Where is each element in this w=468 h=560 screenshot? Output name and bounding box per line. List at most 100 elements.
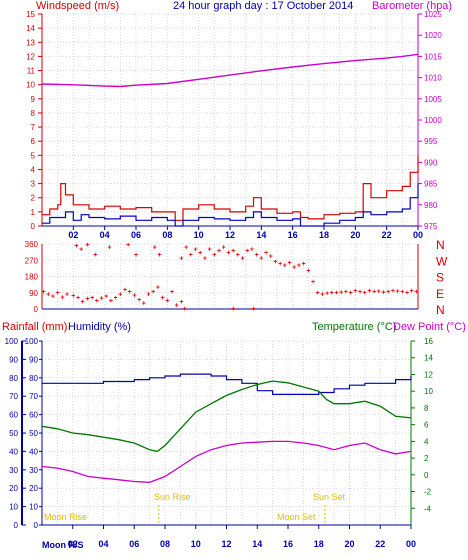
direction-point: + — [161, 295, 165, 302]
temperature-line — [41, 380, 412, 453]
rainfall-tick-label: 50 — [9, 429, 18, 438]
rainfall-tick-label: 70 — [9, 392, 18, 401]
direction-point: + — [107, 245, 111, 252]
direction-point: + — [157, 252, 161, 259]
humidity-tick-label: 100 — [25, 337, 39, 346]
x-tick-label: 12 — [221, 539, 231, 549]
x-tick-label: 18 — [319, 230, 329, 240]
humidity-tick-label: 30 — [29, 466, 38, 475]
y-tick-label-right: 1015 — [424, 52, 442, 61]
direction-point: + — [85, 242, 89, 249]
direction-point: + — [231, 248, 235, 255]
compass-letter: W — [436, 254, 448, 268]
y-tick-label-left: 4 — [31, 165, 36, 174]
humidity-tick-label: 60 — [29, 411, 38, 420]
humidity-tick-label: 80 — [29, 374, 38, 383]
direction-point: + — [405, 290, 409, 297]
direction-point: + — [76, 295, 80, 302]
temperature-tick-label: 6 — [424, 421, 429, 430]
temperature-tick-label: 10 — [424, 387, 433, 396]
dewpoint-line — [41, 440, 412, 483]
direction-tick-label: 0 — [34, 305, 39, 314]
y-tick-label-right: 1005 — [424, 95, 442, 104]
direction-point: + — [226, 250, 230, 257]
direction-point: + — [114, 295, 118, 302]
direction-point: + — [65, 292, 69, 299]
y-tick-label-left: 11 — [27, 67, 36, 76]
direction-point: + — [85, 296, 89, 303]
direction-point: + — [251, 306, 255, 313]
direction-point: + — [170, 289, 174, 296]
graph-title: 24 hour graph day : 17 October 2014 — [173, 0, 353, 12]
direction-point: + — [134, 252, 138, 259]
windspeed-axis-label: Windspeed (m/s) — [36, 0, 119, 12]
rainfall-tick-label: 60 — [9, 411, 18, 420]
barometer-line — [41, 53, 419, 88]
wind-gust-line — [42, 155, 419, 221]
rainfall-tick-label: 0 — [14, 521, 19, 530]
direction-point: + — [372, 289, 376, 296]
direction-point: + — [165, 298, 169, 305]
x-tick-label: 22 — [375, 539, 385, 549]
direction-point: + — [250, 246, 254, 253]
direction-point: + — [349, 290, 353, 297]
y-tick-label-left: 14 — [26, 24, 35, 33]
temperature-tick-label: 0 — [424, 471, 429, 480]
direction-point: + — [153, 245, 157, 252]
rainfall-tick-label: 90 — [9, 355, 18, 364]
direction-point: + — [142, 301, 146, 308]
compass-letter: N — [436, 238, 445, 252]
direction-point: + — [367, 288, 371, 295]
direction-point: + — [297, 263, 301, 270]
direction-point: + — [90, 295, 94, 302]
direction-point: + — [222, 245, 226, 252]
direction-point: + — [46, 292, 50, 299]
direction-point: + — [126, 242, 130, 249]
y-tick-label-left: 0 — [31, 222, 36, 231]
rainfall-tick-label: 80 — [9, 374, 18, 383]
direction-point: + — [60, 294, 64, 301]
direction-point: + — [363, 290, 367, 297]
direction-point: + — [396, 289, 400, 296]
temperature-tick-label: 4 — [424, 437, 429, 446]
rainfall-tick-label: 30 — [9, 466, 18, 475]
wind-speed-line — [42, 183, 419, 227]
direction-point: + — [320, 292, 324, 299]
moon-rise-label: Moon Rise — [44, 512, 87, 522]
y-tick-label-left: 5 — [31, 151, 36, 160]
direction-point: + — [316, 290, 320, 297]
direction-point: + — [99, 296, 103, 303]
y-tick-label-right: 980 — [424, 201, 438, 210]
direction-point: + — [273, 259, 277, 266]
direction-tick-label: 360 — [25, 240, 39, 249]
direction-point: + — [95, 298, 99, 305]
direction-point: + — [151, 289, 155, 296]
direction-point: + — [71, 293, 75, 300]
direction-point: + — [353, 288, 357, 295]
direction-tick-label: 90 — [29, 289, 38, 298]
sun-rise-label: Sun Rise — [154, 492, 191, 502]
y-tick-label-right: 1010 — [424, 74, 442, 83]
direction-point: + — [325, 291, 329, 298]
rainfall-axis-label: Rainfall (mm) — [2, 321, 67, 333]
direction-point: + — [217, 248, 221, 255]
direction-point: + — [306, 268, 310, 275]
direction-point: + — [240, 255, 244, 262]
direction-point: + — [123, 287, 127, 294]
temperature-tick-label: -4 — [424, 504, 432, 513]
x-tick-label: 16 — [288, 230, 298, 240]
direction-point: + — [128, 289, 132, 296]
rainfall-tick-label: 40 — [9, 447, 18, 456]
humidity-tick-label: 90 — [29, 355, 38, 364]
x-tick-label: 04 — [100, 230, 110, 240]
direction-point: + — [377, 288, 381, 295]
rainfall-tick-label: 100 — [5, 337, 19, 346]
direction-point: + — [179, 255, 183, 262]
x-tick-label: 16 — [283, 539, 293, 549]
rainfall-tick-label: 10 — [9, 503, 18, 512]
direction-point: + — [56, 290, 60, 297]
y-tick-label-left: 8 — [31, 109, 36, 118]
moon-rise-set-label: Moon R/S — [42, 540, 84, 550]
